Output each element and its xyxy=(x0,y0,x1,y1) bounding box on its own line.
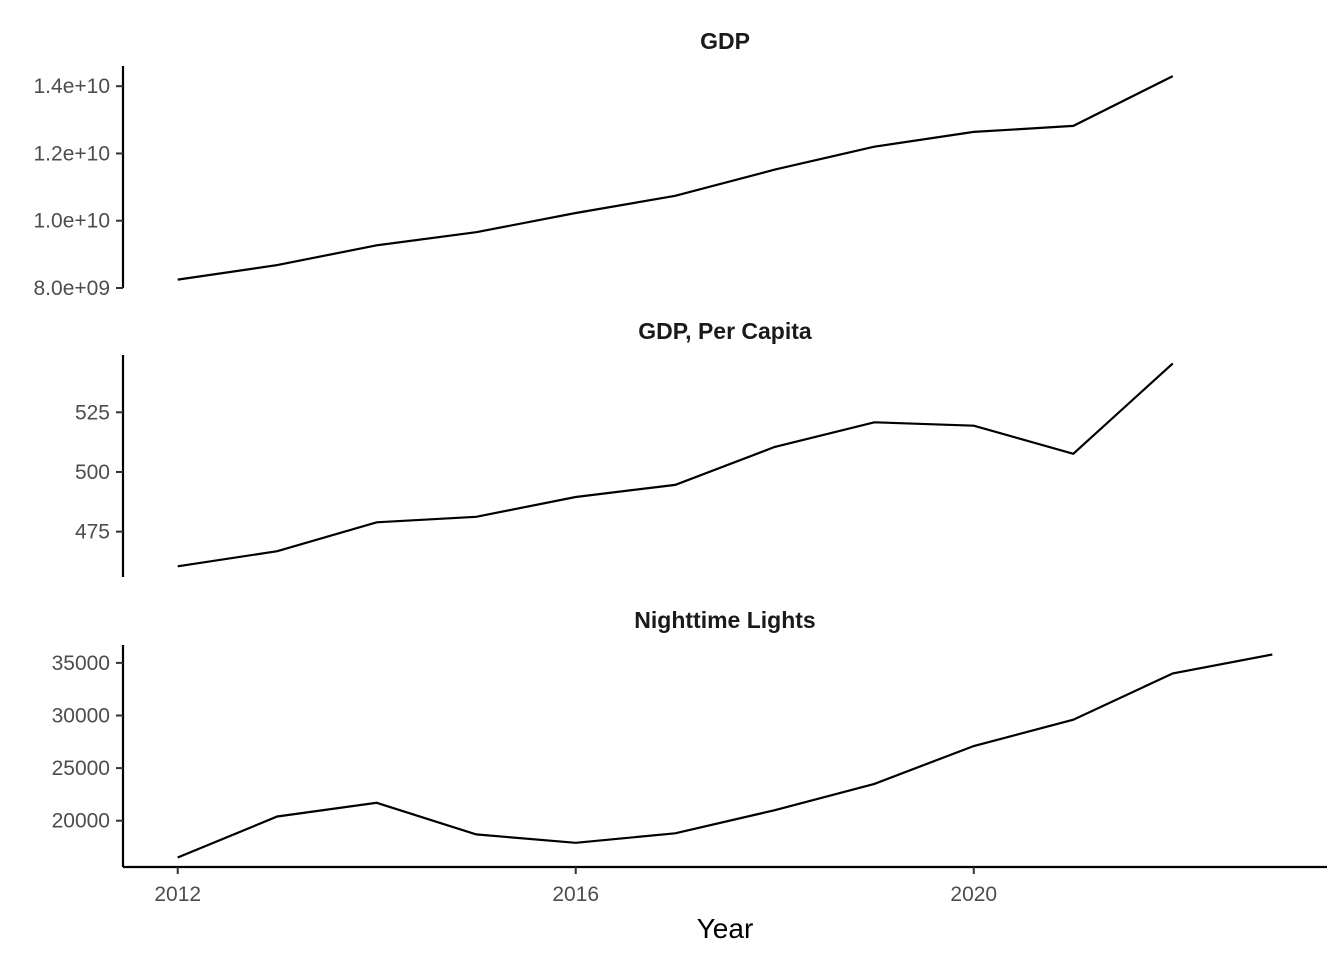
panel-title: GDP xyxy=(700,28,750,54)
y-tick-label: 1.2e+10 xyxy=(34,142,111,165)
x-tick-label: 2016 xyxy=(552,883,599,906)
y-tick-label: 35000 xyxy=(52,652,110,675)
y-tick-label: 20000 xyxy=(52,810,110,833)
x-axis-title: Year xyxy=(697,913,754,944)
y-tick-label: 500 xyxy=(75,461,110,484)
panel-title: Nighttime Lights xyxy=(634,607,815,633)
series-line xyxy=(177,653,1273,859)
series-line xyxy=(177,75,1174,281)
y-tick-label: 1.4e+10 xyxy=(34,75,111,98)
x-tick-label: 2012 xyxy=(154,883,201,906)
y-tick-label: 30000 xyxy=(52,704,110,727)
y-tick-label: 525 xyxy=(75,401,110,424)
y-tick-label: 25000 xyxy=(52,757,110,780)
y-tick-label: 8.0e+09 xyxy=(34,277,111,300)
y-tick-label: 475 xyxy=(75,521,110,544)
panel-title: GDP, Per Capita xyxy=(638,318,812,344)
series-line xyxy=(177,362,1174,568)
x-tick-label: 2020 xyxy=(950,883,997,906)
y-tick-label: 1.0e+10 xyxy=(34,210,111,233)
